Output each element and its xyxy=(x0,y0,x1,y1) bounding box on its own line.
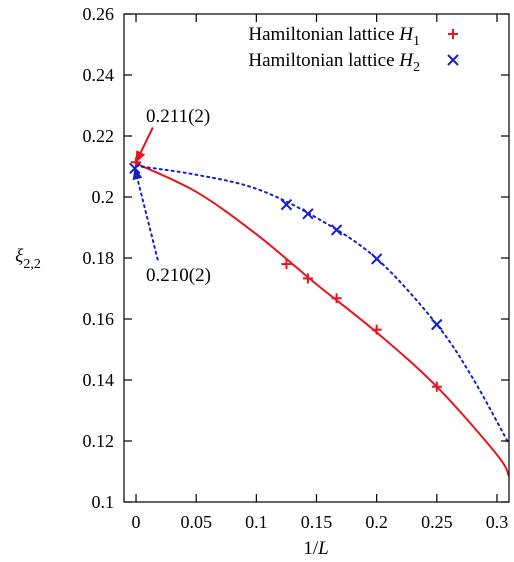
x-axis-label: 1/L xyxy=(303,538,328,559)
legend-marker-h2 xyxy=(447,54,459,66)
x-tick-label: 0.1 xyxy=(245,512,268,532)
data-point-h1 xyxy=(281,259,292,270)
data-point-h2 xyxy=(330,224,343,236)
y-tick-label: 0.12 xyxy=(83,431,115,451)
legend-entry-h1: Hamiltonian lattice H1 xyxy=(248,24,420,49)
y-tick-label: 0.16 xyxy=(83,309,115,329)
data-point-h2 xyxy=(431,318,443,331)
y-tick-label: 0.26 xyxy=(83,4,115,24)
legend-entry-h2: Hamiltonian lattice H2 xyxy=(248,50,420,75)
x-tick-label: 0.15 xyxy=(301,512,333,532)
data-point-h1 xyxy=(431,381,442,392)
data-point-h1 xyxy=(371,324,382,335)
y-tick-label: 0.24 xyxy=(83,65,115,85)
y-tick-label: 0.14 xyxy=(83,370,115,390)
y-axis-label-text: ξ xyxy=(15,246,24,267)
data-point-h1 xyxy=(302,273,313,284)
data-point-h2 xyxy=(280,198,293,211)
y-tick-label: 0.22 xyxy=(83,126,115,146)
data-point-h1 xyxy=(331,293,342,304)
data-point-h2 xyxy=(302,208,314,220)
annotation-arrow-2 xyxy=(132,167,159,261)
x-tick-label: 0.25 xyxy=(421,512,453,532)
y-axis-label: ξ2,2 xyxy=(15,246,41,272)
x-axis-label-italic: L xyxy=(317,538,329,559)
x-tick-label: 0.05 xyxy=(180,512,212,532)
x-tick-label: 0.2 xyxy=(365,512,388,532)
x-tick-label: 0 xyxy=(132,512,141,532)
y-axis-label-sub: 2,2 xyxy=(23,257,41,272)
fit-curve-h1 xyxy=(135,162,510,477)
annotation-label-1: 0.211(2) xyxy=(146,106,210,127)
extrapolated-point-h2 xyxy=(129,162,141,175)
plot-frame xyxy=(123,13,510,503)
y-tick-label: 0.2 xyxy=(92,187,115,207)
legend: Hamiltonian lattice H1 Hamiltonian latti… xyxy=(248,24,459,75)
y-tick-label: 0.18 xyxy=(83,248,115,268)
x-axis-label-text: 1/ xyxy=(303,538,319,559)
annotation-label-2: 0.210(2) xyxy=(146,265,211,286)
y-tick-label: 0.1 xyxy=(92,492,115,512)
extrapolated-point-h1 xyxy=(131,157,142,168)
fit-curve-h2 xyxy=(135,164,510,446)
legend-marker-h1 xyxy=(448,29,458,39)
data-point-h2 xyxy=(370,253,383,265)
x-tick-label: 0.3 xyxy=(486,512,509,532)
annotation-arrow-1 xyxy=(135,127,154,164)
